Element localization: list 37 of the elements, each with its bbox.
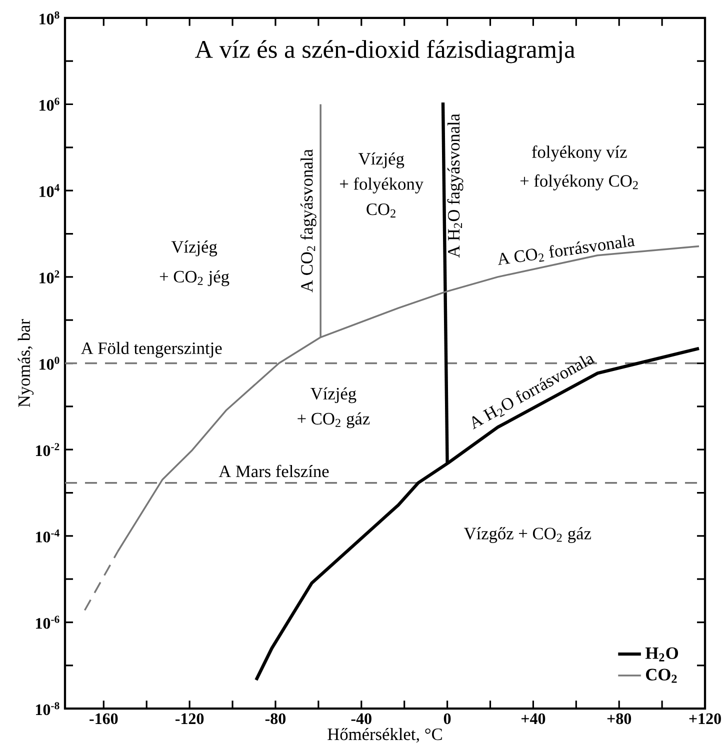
annotation: A H$_{2}$O fagyásvonala [447, 114, 464, 258]
annotation: Vízjég [358, 152, 404, 168]
y-tick-label: 10$^{-4}$ [36, 529, 60, 542]
annotation: A CO$_{2}$ forrásvonala [498, 235, 636, 266]
x-tick-label: 0 [444, 713, 451, 724]
x-tick-label: -120 [175, 713, 204, 724]
annotation: + folyékony CO$_{2}$ [520, 174, 638, 190]
ref-line-label: A Föld tengerszintje [80, 342, 222, 358]
annotation: Vízjég [171, 240, 218, 256]
annotation: + CO$_{2}$ jég [160, 270, 230, 286]
x-tick-label: +40 [521, 713, 546, 724]
x-tick-label: +80 [607, 713, 632, 724]
x-tick-label: +120 [689, 713, 721, 724]
annotation: Vízjég [310, 387, 356, 404]
x-tick-label: -40 [351, 713, 372, 724]
y-axis-title: Nyomás, bar [18, 319, 34, 408]
annotation: folyékony víz [532, 145, 627, 162]
y-tick-label: 10$^{6}$ [40, 98, 60, 111]
legend-label: H$_{2}$O [645, 647, 678, 662]
ref-line-label: A Mars felszíne [218, 464, 329, 478]
annotation: A CO$_{2}$ fagyásvonala [300, 149, 316, 292]
annotation: + CO$_{2}$ gáz [298, 412, 370, 428]
y-tick-label: 10$^{-6}$ [36, 616, 60, 629]
legend-label: CO$_{2}$ [646, 668, 677, 683]
y-tick-label: 10$^{8}$ [40, 11, 60, 24]
x-tick-label: -160 [90, 713, 118, 724]
y-tick-label: 10$^{2}$ [40, 270, 60, 284]
text: A víz és a szén-dioxid fázisdiagramja [194, 40, 575, 64]
annotation: CO$_{2}$ [366, 203, 396, 218]
x-tick-label: -80 [265, 713, 286, 724]
y-tick-label: 10$^{4}$ [40, 184, 60, 198]
annotation: Vízgőz + CO$_{2}$ gáz [464, 527, 591, 543]
x-axis-title: Hőmérséklet, °C [328, 728, 442, 743]
y-tick-label: 10$^{-8}$ [36, 702, 60, 716]
y-tick-label: 10$^{-2}$ [36, 443, 60, 456]
annotation: + folyékony [340, 177, 424, 194]
y-tick-label: 10$^{0}$ [40, 356, 60, 370]
